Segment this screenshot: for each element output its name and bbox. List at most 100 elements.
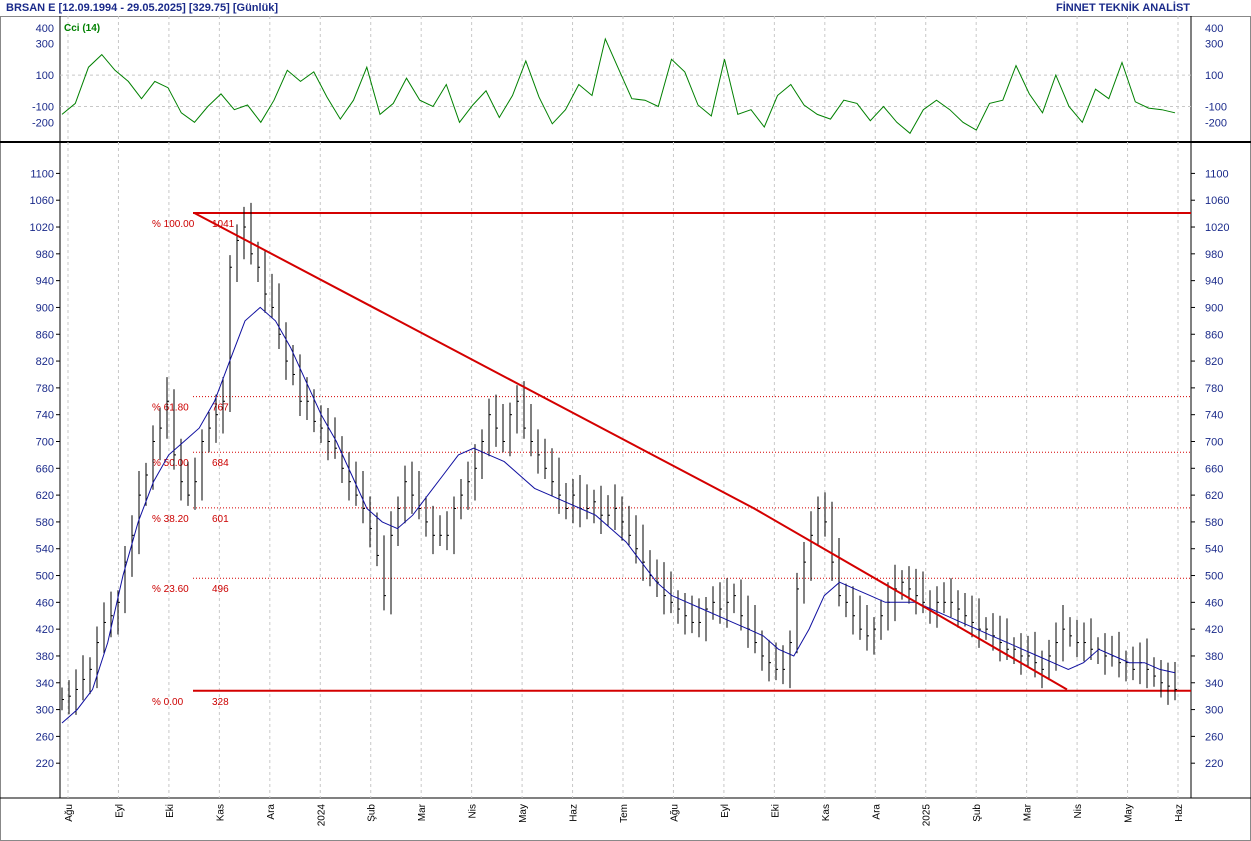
y-tick-label-left: 1060 — [30, 195, 54, 207]
trendline — [193, 212, 1068, 691]
x-tick-label: Ara — [871, 804, 882, 820]
y-tick-label-right: 900 — [1205, 302, 1223, 314]
x-tick-label: Ara — [266, 804, 277, 820]
y-tick-label-right: 820 — [1205, 356, 1223, 368]
y-tick-label-right: 460 — [1205, 597, 1223, 609]
y-tick-label-left: 1100 — [30, 168, 54, 180]
cci-tick-label-right: 300 — [1205, 39, 1223, 51]
price-bars — [61, 202, 1177, 715]
fib-percent: % 50.00 — [152, 458, 189, 469]
y-tick-label-left: 660 — [36, 463, 54, 475]
moving-average — [61, 306, 1176, 724]
trend-line — [193, 212, 1068, 691]
x-tick-label: Mar — [417, 803, 428, 821]
fib-value: 601 — [212, 514, 229, 525]
y-tick-label-left: 300 — [36, 705, 54, 717]
y-tick-label-left: 340 — [36, 678, 54, 690]
cci-tick-label-left: -100 — [32, 102, 54, 114]
cci-tick-label-right: 100 — [1205, 70, 1223, 82]
y-tick-label-left: 460 — [36, 597, 54, 609]
y-tick-label-right: 540 — [1205, 544, 1223, 556]
y-tick-label-right: 780 — [1205, 383, 1223, 395]
x-tick-label: Ağu — [64, 804, 75, 822]
cci-tick-label-left: 400 — [36, 23, 54, 35]
y-tick-label-right: 380 — [1205, 651, 1223, 663]
y-tick-label-left: 900 — [36, 302, 54, 314]
y-tick-label-right: 340 — [1205, 678, 1223, 690]
axes: Ağu Eyl Eki Kas Ara 2024 Şub Mar Nis May Haz Tem Ağu… — [30, 23, 1230, 826]
x-tick-label: Nis — [468, 804, 479, 818]
cci-tick-label-left: 100 — [36, 70, 54, 82]
fib-value: 767 — [212, 403, 229, 414]
x-tick-label: May — [518, 804, 529, 823]
cci-tick-label-left: 300 — [36, 39, 54, 51]
x-tick-label: Mar — [1023, 803, 1034, 821]
y-tick-label-left: 740 — [36, 410, 54, 422]
x-tick-label: Kas — [215, 804, 226, 821]
y-tick-label-left: 540 — [36, 544, 54, 556]
y-tick-label-left: 420 — [36, 624, 54, 636]
y-tick-label-left: 580 — [36, 517, 54, 529]
x-tick-label: Şub — [367, 804, 378, 822]
x-tick-label: Eki — [770, 804, 781, 818]
fib-percent: % 100.00 — [152, 219, 195, 230]
x-tick-label: Kas — [821, 804, 832, 821]
x-tick-label: Şub — [972, 804, 983, 822]
y-tick-label-right: 700 — [1205, 436, 1223, 448]
x-tick-label: Tem — [619, 804, 630, 823]
fib-value: 328 — [212, 697, 229, 708]
y-tick-label-left: 700 — [36, 436, 54, 448]
x-tick-label: 2024 — [316, 804, 327, 827]
cci-panel: Cci (14) — [61, 23, 1176, 135]
gridlines — [60, 16, 1191, 798]
y-tick-label-right: 500 — [1205, 571, 1223, 583]
ma-line — [61, 306, 1176, 724]
y-tick-label-left: 980 — [36, 249, 54, 261]
y-tick-label-left: 620 — [36, 490, 54, 502]
frame — [0, 16, 1251, 841]
y-tick-label-right: 660 — [1205, 463, 1223, 475]
y-tick-label-left: 260 — [36, 731, 54, 743]
y-tick-label-left: 860 — [36, 329, 54, 341]
fib-percent: % 61.80 — [152, 403, 189, 414]
x-tick-label: Nis — [1073, 804, 1084, 818]
fib-percent: % 38.20 — [152, 514, 189, 525]
y-tick-label-right: 980 — [1205, 249, 1223, 261]
cci-legend: Cci (14) — [64, 23, 100, 34]
x-tick-label: Eki — [165, 804, 176, 818]
y-tick-label-right: 620 — [1205, 490, 1223, 502]
y-tick-label-right: 220 — [1205, 758, 1223, 770]
chart-title: BRSAN E [12.09.1994 - 29.05.2025] [329.7… — [6, 2, 279, 14]
cci-tick-label-right: -100 — [1205, 102, 1227, 114]
x-tick-label: Haz — [1174, 804, 1185, 822]
x-tick-label: 2025 — [922, 804, 933, 827]
cci-tick-label-right: 400 — [1205, 23, 1223, 35]
y-tick-label-left: 380 — [36, 651, 54, 663]
x-tick-label: Eyl — [720, 804, 731, 818]
fib-value: 496 — [212, 584, 229, 595]
x-tick-label: Eyl — [114, 804, 125, 818]
y-tick-label-left: 1020 — [30, 222, 54, 234]
y-tick-label-right: 420 — [1205, 624, 1223, 636]
y-tick-label-right: 1100 — [1205, 168, 1229, 180]
y-tick-label-right: 300 — [1205, 705, 1223, 717]
y-tick-label-left: 940 — [36, 276, 54, 288]
x-tick-label: Haz — [569, 804, 580, 822]
fib-percent: % 0.00 — [152, 697, 184, 708]
cci-tick-label-left: -200 — [32, 117, 54, 129]
fib-value: 684 — [212, 458, 229, 469]
fibonacci-levels: % 100.00 1041 % 61.80 767 % 50.00 684 % 38.20 6… — [152, 211, 1191, 708]
x-tick-label: Ağu — [669, 804, 680, 822]
x-tick-label: May — [1124, 804, 1135, 823]
y-tick-label-right: 260 — [1205, 731, 1223, 743]
fib-percent: % 23.60 — [152, 584, 189, 595]
y-tick-label-right: 1060 — [1205, 195, 1229, 207]
y-tick-label-left: 820 — [36, 356, 54, 368]
y-tick-label-right: 740 — [1205, 410, 1223, 422]
y-tick-label-right: 1020 — [1205, 222, 1229, 234]
y-tick-label-right: 860 — [1205, 329, 1223, 341]
y-tick-label-left: 500 — [36, 571, 54, 583]
y-tick-label-left: 780 — [36, 383, 54, 395]
y-tick-label-left: 220 — [36, 758, 54, 770]
